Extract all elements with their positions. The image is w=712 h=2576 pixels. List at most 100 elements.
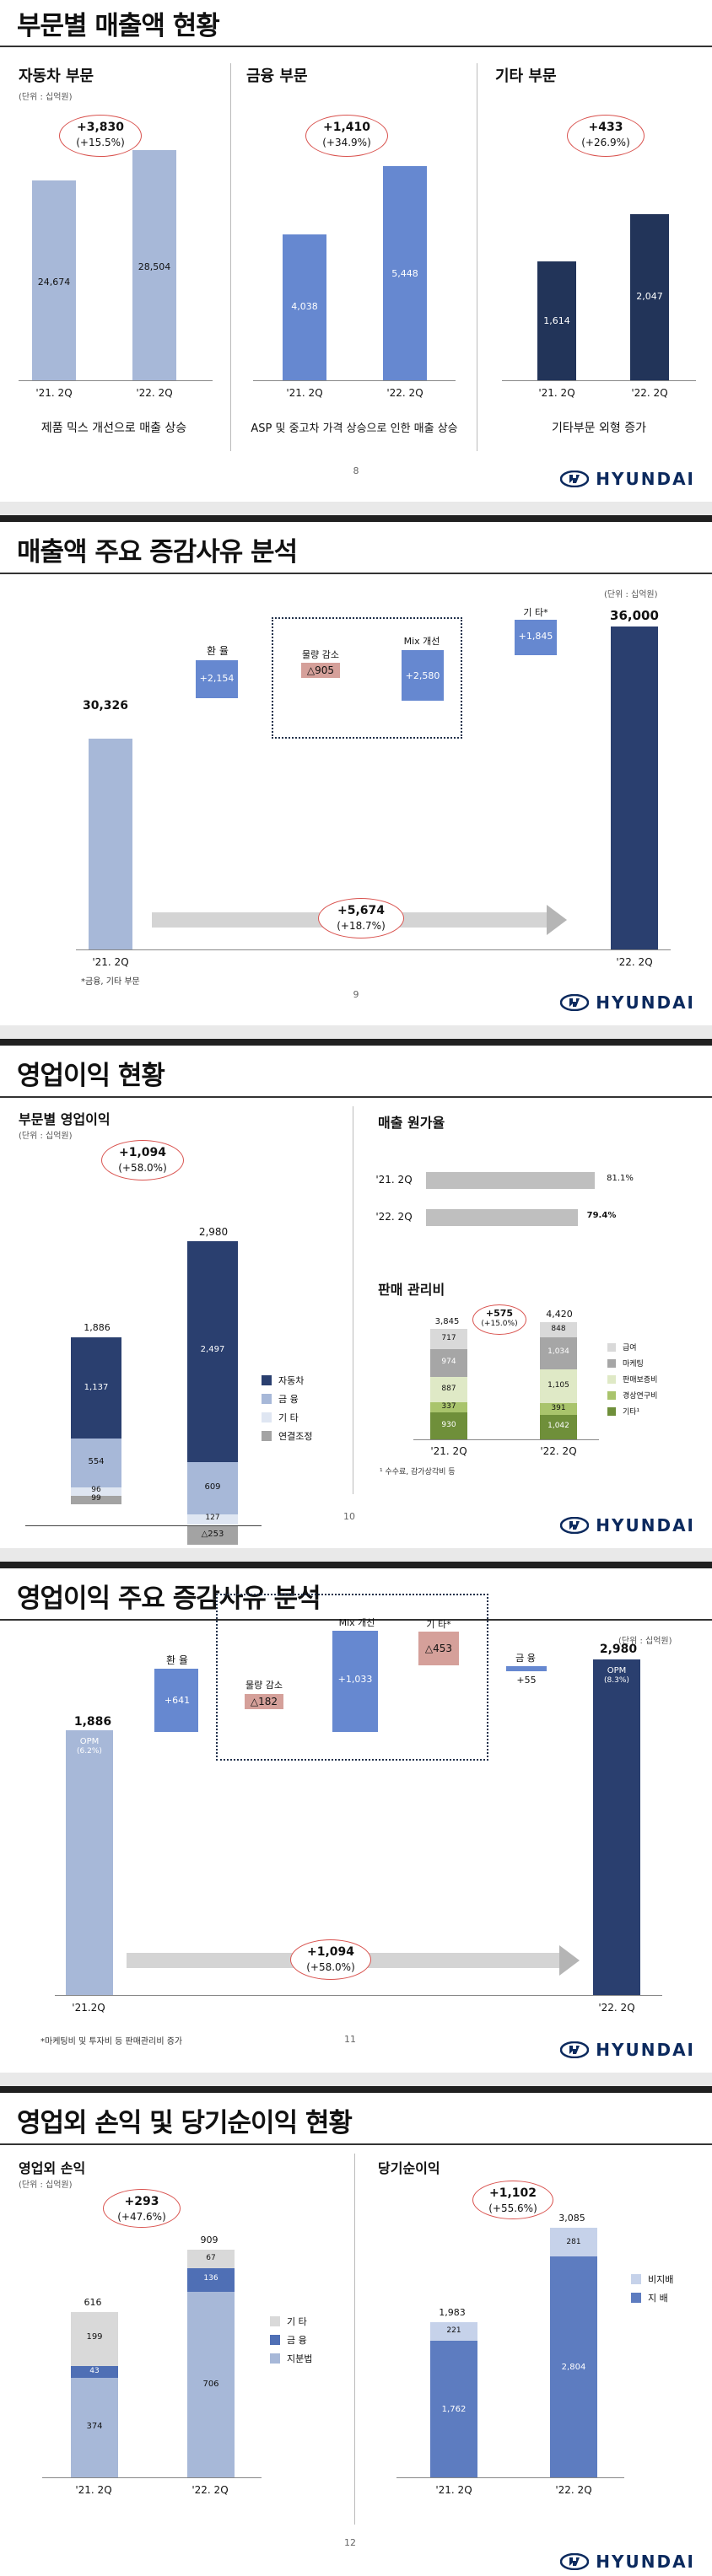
growth-value: +293	[124, 2195, 159, 2208]
title-divider	[0, 46, 712, 47]
hyundai-logo: HYUNDAI	[560, 2039, 695, 2061]
unit-label: (단위 : 십억원)	[618, 1637, 672, 1646]
seg-value: 554	[88, 1457, 105, 1466]
seg-auto-22	[187, 1241, 238, 1462]
auto-segment-label: 자동차 부문	[19, 67, 94, 85]
bar-mix	[402, 650, 444, 701]
volume-mix-box	[216, 1594, 488, 1761]
net-income-growth-oval: +1,102 (+55.6%)	[472, 2181, 553, 2219]
bar-end	[593, 1659, 640, 1995]
x-tick: '22. 2Q	[386, 387, 423, 399]
growth-value: +3,830	[76, 121, 124, 134]
hyundai-emblem-icon	[560, 2553, 590, 2570]
page-number: 8	[353, 465, 359, 476]
legend-item: 기 타	[270, 2312, 312, 2331]
growth-pct: (+34.9%)	[322, 137, 371, 148]
seg-value: 2,804	[561, 2363, 586, 2372]
other-segment-label: 기타 부문	[495, 67, 557, 85]
other-label: 기 타*	[426, 1619, 451, 1630]
bar-auto-22	[132, 150, 176, 380]
bar-value: 2,047	[636, 291, 663, 302]
seg-controlling-22	[550, 2256, 597, 2477]
seg-value: 374	[86, 2422, 103, 2431]
legend-item: 급여	[607, 1339, 657, 1355]
finance-segment-label: 금융 부문	[246, 67, 308, 85]
seg-value: 96	[91, 1486, 101, 1494]
growth-pct: (+15.0%)	[481, 1320, 518, 1328]
bar-value: 5,448	[391, 268, 418, 279]
legend-item: 자동차	[262, 1371, 312, 1390]
other-growth-oval: +433 (+26.9%)	[567, 115, 645, 157]
bar-fx	[154, 1669, 198, 1732]
end-value: 36,000	[610, 608, 659, 623]
total-22: 4,420	[546, 1309, 573, 1320]
legend-item: 경상연구비	[607, 1387, 657, 1403]
seg-value: △253	[201, 1530, 224, 1539]
seg-value: 199	[86, 2332, 103, 2342]
seg-other-22	[187, 2250, 235, 2268]
top-bar	[0, 1562, 712, 1568]
legend-item: 금 융	[262, 1390, 312, 1408]
slide-title: 영업이익 현황	[17, 1061, 165, 1091]
footnote: ¹ 수수료, 감가상각비 등	[380, 1468, 456, 1476]
total-21: 616	[84, 2297, 102, 2308]
bar-finance-21	[283, 234, 326, 380]
seg-value: 848	[551, 1325, 566, 1333]
volume-value: △905	[301, 663, 340, 678]
seg-value: 609	[204, 1482, 221, 1492]
seg-auto-21	[71, 1337, 121, 1439]
other-label: 기 타*	[523, 607, 548, 618]
cogs-row-label: '21. 2Q	[375, 1174, 413, 1186]
slide-operating-profit: 영업이익 현황 부문별 영업이익 (단위 : 십억원) +1,094 (+58.0…	[0, 1039, 712, 1548]
seg-value: 1,137	[84, 1383, 109, 1392]
total-22: 3,085	[558, 2213, 585, 2224]
finance-label: 금 융	[515, 1653, 536, 1664]
volume-mix-box	[272, 617, 462, 739]
opm-value: (8.3%)	[604, 1676, 629, 1685]
bar-other-21	[537, 261, 576, 380]
growth-value: +575	[485, 1308, 514, 1319]
finance-growth-oval: +1,410 (+34.9%)	[305, 115, 388, 157]
x-tick: '21. 2Q	[538, 387, 575, 399]
seg-value: 337	[441, 1402, 456, 1411]
legend-item: 지분법	[270, 2349, 312, 2368]
unit-label: (단위 : 십억원)	[604, 590, 658, 600]
x-tick: '22. 2Q	[598, 2002, 635, 2014]
auto-caption: 제품 믹스 개선으로 매출 상승	[40, 422, 187, 435]
divider	[354, 2154, 355, 2525]
bar-end	[611, 627, 658, 949]
sga-warranty-22	[540, 1369, 577, 1403]
total-21: 1,886	[84, 1322, 111, 1333]
start-value: 1,886	[73, 1715, 112, 1729]
logo-text: HYUNDAI	[596, 992, 695, 1013]
axis	[19, 380, 213, 381]
seg-finance-21	[71, 1439, 121, 1487]
seg-value: 930	[441, 1421, 456, 1429]
seg-value: 136	[203, 2274, 218, 2283]
seg-value: 127	[205, 1514, 220, 1522]
end-value: 2,980	[599, 1643, 638, 1656]
seg-finance-22	[187, 2268, 235, 2292]
growth-value: +1,094	[118, 1146, 166, 1159]
op-profit-label: 부문별 영업이익	[19, 1111, 111, 1127]
cogs-value: 79.4%	[586, 1211, 617, 1220]
seg-controlling-21	[430, 2341, 477, 2477]
legend-item: 마케팅	[607, 1355, 657, 1371]
arrow-head	[547, 905, 567, 935]
sga-marketing-21	[430, 1349, 467, 1377]
legend-item: 비지배	[631, 2270, 673, 2288]
seg-finance-21	[71, 2366, 118, 2378]
page-number: 12	[344, 2537, 356, 2548]
axis	[396, 2477, 624, 2478]
footnote: *금융, 기타 부문	[81, 977, 140, 987]
slide-non-op-and-net-income: 영업외 손익 및 당기순이익 현황 영업외 손익 (단위 : 십억원) +293…	[0, 2086, 712, 2576]
hyundai-emblem-icon	[560, 471, 590, 487]
legend-item: 연결조정	[262, 1427, 312, 1445]
bar-start	[66, 1730, 113, 1995]
seg-value: 1,105	[547, 1381, 569, 1390]
mix-label: Mix 개선	[403, 636, 440, 647]
x-tick: '22. 2Q	[616, 956, 653, 968]
bar-mix	[332, 1631, 378, 1732]
axis	[25, 1525, 262, 1526]
seg-value: 887	[441, 1385, 456, 1393]
